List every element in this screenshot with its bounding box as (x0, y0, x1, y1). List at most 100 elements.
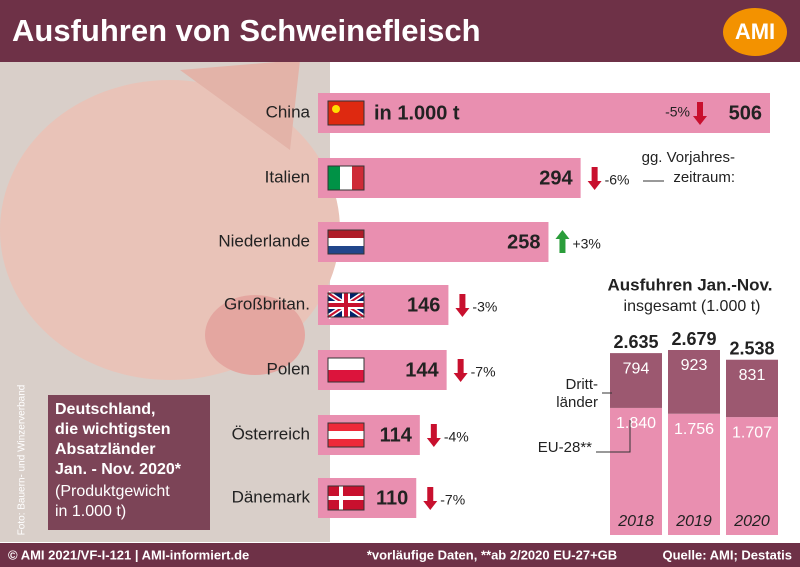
change-label: -7% (440, 492, 465, 508)
segment-label: 794 (623, 360, 650, 377)
change-arrow (455, 294, 470, 317)
change-arrow (423, 487, 438, 510)
segment-label: 1.707 (732, 424, 772, 441)
header-band (0, 0, 800, 62)
change-label: -5% (665, 104, 690, 120)
total-label: 2.635 (613, 332, 658, 352)
stack-segment (610, 353, 662, 408)
flag-stripe (328, 370, 364, 382)
change-arrow (555, 230, 570, 253)
footer-right: Quelle: AMI; Destatis (662, 547, 792, 562)
legend-connector (596, 420, 631, 453)
change-label: +3% (572, 236, 600, 252)
category-label: China (266, 102, 311, 121)
flag (327, 165, 365, 191)
stack-segment (610, 407, 662, 535)
change-arrow (426, 424, 441, 447)
flag-border (327, 357, 365, 383)
title: Ausfuhren von Schweinefleisch (12, 13, 481, 48)
flag-stripe (328, 230, 364, 238)
flag-stripe (328, 166, 340, 190)
pig-ear (180, 60, 300, 150)
legend-label: Dritt-länder (556, 376, 598, 411)
legend-label-part: länder (556, 394, 598, 411)
flag-cross (328, 486, 364, 510)
segment-label: 923 (681, 357, 708, 374)
logo (723, 8, 787, 56)
flag-stripe (340, 166, 352, 190)
flag-border (327, 165, 365, 191)
total-label: 2.538 (729, 338, 774, 358)
caption-note: in 1.000 t) (55, 503, 126, 520)
change-arrow (587, 167, 602, 190)
footer-band (0, 543, 800, 567)
flag-stripe (328, 439, 364, 447)
category-label: Großbritan. (224, 294, 310, 313)
change-label: -4% (444, 429, 469, 445)
caption: Deutschland, (55, 401, 155, 418)
change-note: gg. Vorjahres- (642, 149, 735, 166)
flag (327, 100, 365, 126)
caption: Absatzländer (55, 441, 155, 458)
caption: Jan. - Nov. 2020* (55, 461, 182, 478)
flag-stripe (328, 423, 364, 431)
category-label: Niederlande (218, 231, 310, 250)
flag-border (327, 485, 365, 511)
category-label: Dänemark (232, 487, 311, 506)
value-label: 114 (380, 424, 413, 446)
flag-star (332, 105, 340, 113)
value-label: 258 (507, 231, 540, 253)
flag (327, 229, 365, 255)
bar (318, 93, 770, 133)
change-label: -6% (605, 172, 630, 188)
segment-label: 831 (739, 367, 766, 384)
total-label: 2.679 (671, 329, 716, 349)
change-label: -3% (472, 299, 497, 315)
flag-cross (328, 293, 364, 317)
segment-label: 1.756 (674, 421, 714, 438)
change-label: -7% (471, 364, 496, 380)
value-label: 146 (407, 294, 440, 316)
caption-box (48, 395, 210, 530)
value-label: 110 (376, 487, 408, 509)
change-note: zeitraum: (673, 169, 735, 186)
stack-segment (726, 359, 778, 418)
change-arrow (453, 359, 468, 382)
category-label: Italien (265, 167, 310, 186)
unit-note: in 1.000 t (374, 102, 460, 124)
flag (327, 485, 365, 511)
change-arrow (693, 102, 707, 125)
logo-text: AMI (735, 19, 775, 44)
flag (326, 290, 366, 320)
value-label: 506 (729, 102, 762, 124)
value-label: 144 (405, 359, 439, 381)
legend-label: EU-28** (538, 439, 592, 456)
flag-bg (328, 101, 364, 125)
flag-stripe (328, 238, 364, 246)
footer-middle: *vorläufige Daten, **ab 2/2020 EU-27+GB (367, 547, 617, 562)
stack-segment (668, 413, 720, 535)
legend-label-part: Dritt- (566, 376, 599, 393)
flag-stripe (328, 246, 364, 254)
year-label: 2020 (733, 513, 770, 530)
segment-label: 1.840 (616, 415, 656, 432)
category-label: Österreich (232, 424, 310, 443)
stack-segment (726, 417, 778, 535)
flag-border (327, 292, 365, 318)
flag-stripe (352, 166, 364, 190)
value-label: 294 (539, 167, 573, 189)
stack-segment (668, 350, 720, 414)
flag-border (327, 229, 365, 255)
flag-border (327, 100, 365, 126)
category-label: Polen (267, 359, 310, 378)
pig-snout (205, 295, 305, 375)
stack-title: Ausfuhren Jan.-Nov. (608, 275, 773, 294)
footer-left: © AMI 2021/VF-I-121 | AMI-informiert.de (8, 547, 249, 562)
caption-note: (Produktgewicht (55, 483, 170, 500)
flag (327, 357, 365, 383)
year-label: 2018 (617, 513, 654, 530)
photo-credit: Foto: Bauern- und Winzerverband (17, 385, 28, 536)
year-label: 2019 (675, 513, 712, 530)
flag-border (327, 422, 365, 448)
